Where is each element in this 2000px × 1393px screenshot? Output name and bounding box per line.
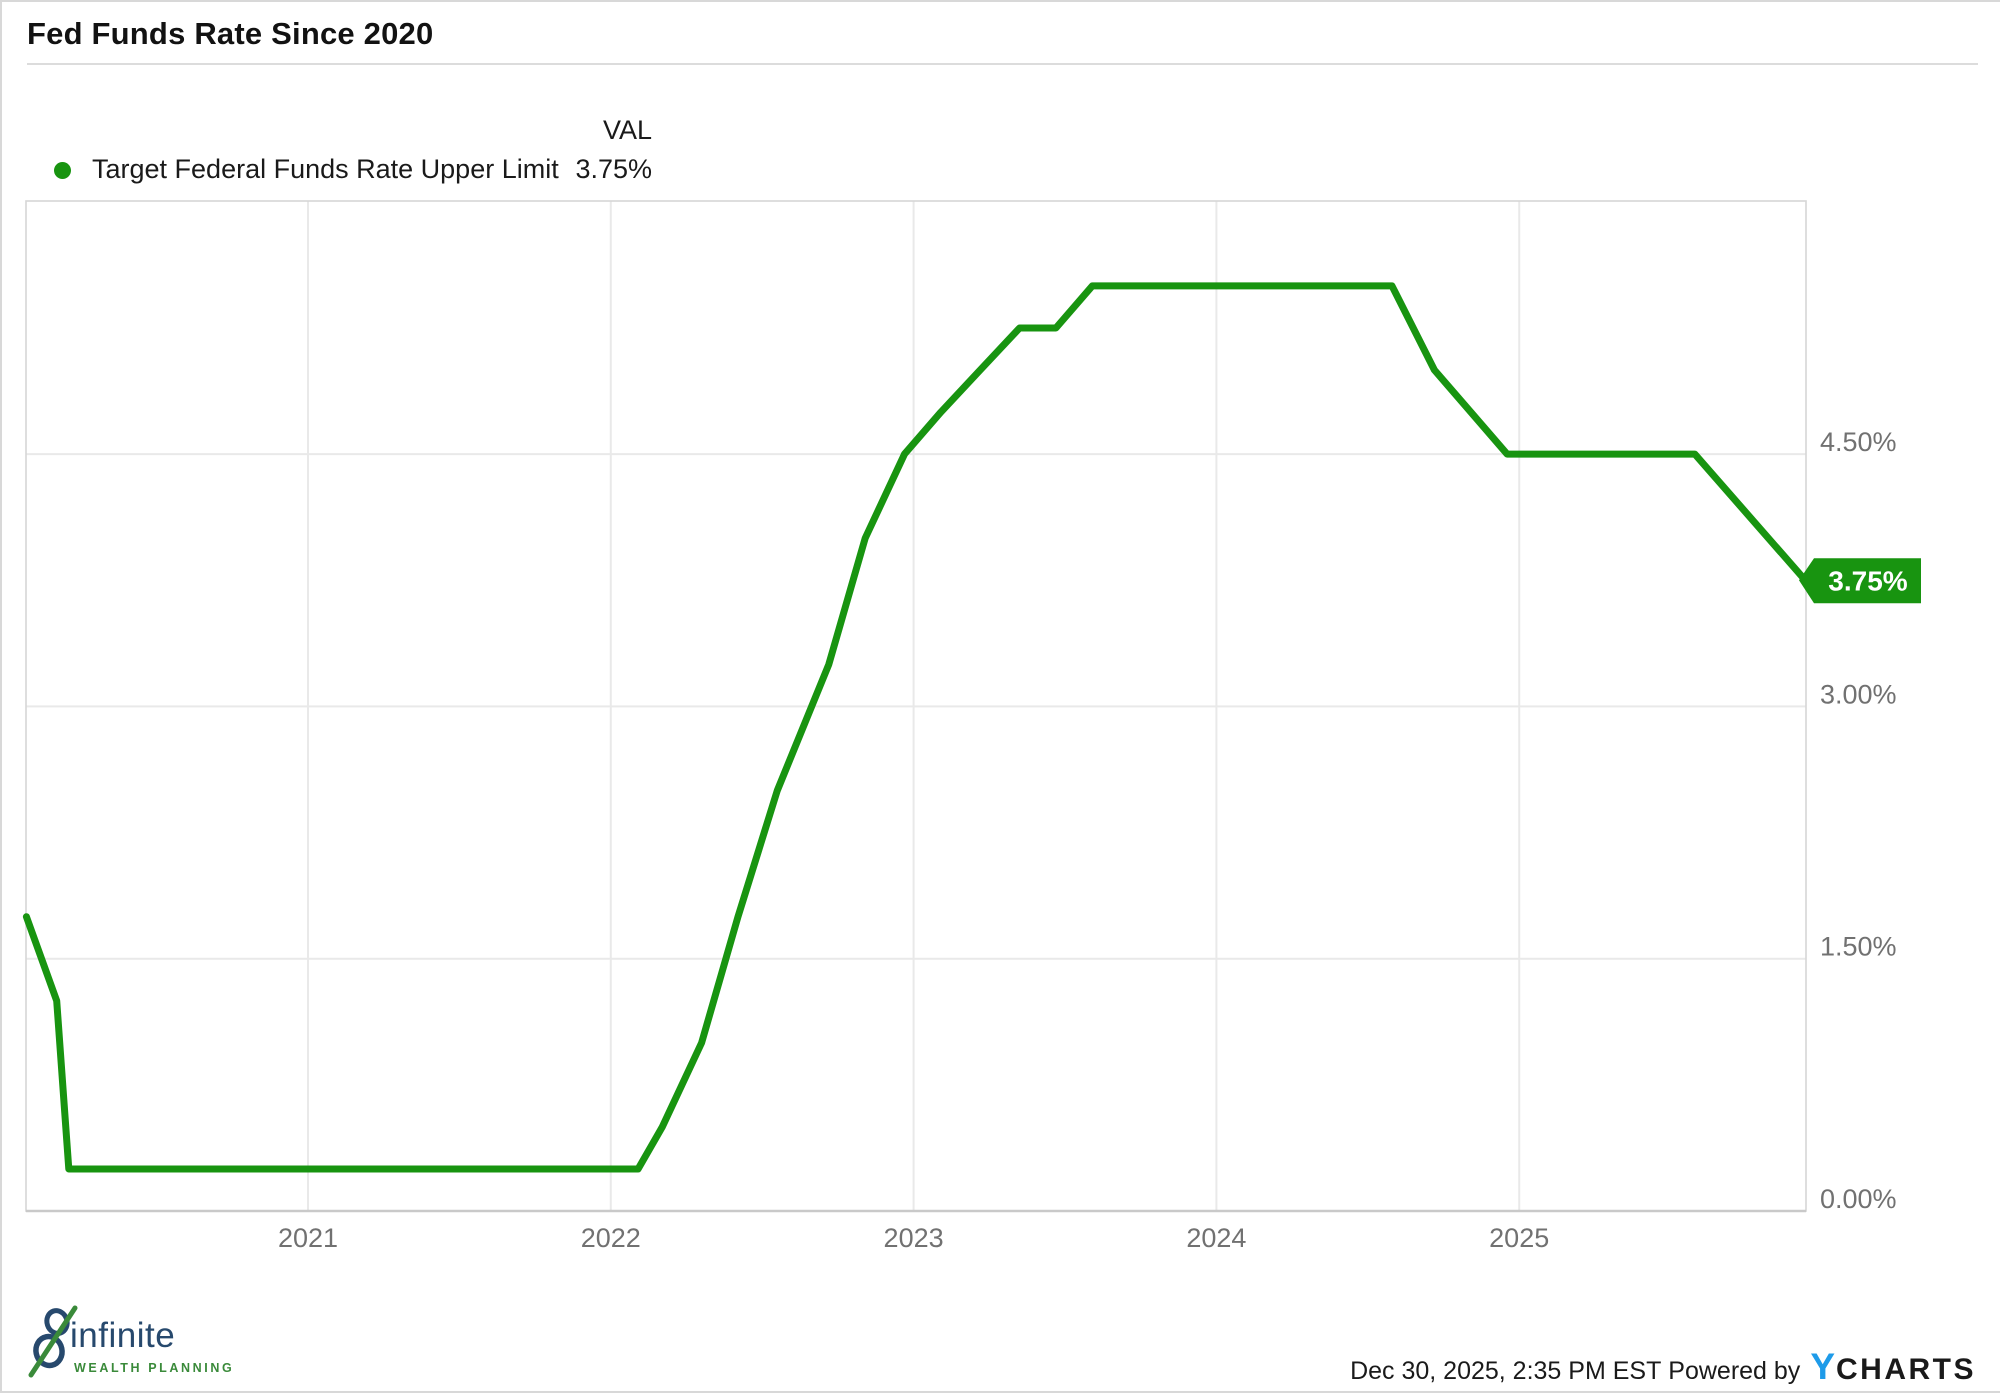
- x-axis-label-2023: 2023: [884, 1223, 944, 1253]
- timestamp: Dec 30, 2025, 2:35 PM EST: [1350, 1357, 1662, 1385]
- y-axis-label-0.00%: 0.00%: [1820, 1184, 1897, 1214]
- series-legend-dot-icon: [54, 162, 71, 179]
- page-title: Fed Funds Rate Since 2020: [27, 16, 434, 51]
- y-axis-label-4.50%: 4.50%: [1820, 427, 1897, 457]
- y-axis-label-3.00%: 3.00%: [1820, 679, 1897, 709]
- ycharts-y-glyph: Y: [1810, 1346, 1836, 1387]
- brand-name: infinite: [70, 1316, 176, 1355]
- attribution-bar: Dec 30, 2025, 2:35 PM EST Powered by YCH…: [1350, 1346, 1976, 1388]
- brand-subtitle: WEALTH PLANNING: [74, 1361, 235, 1375]
- series-legend-label: Target Federal Funds Rate Upper Limit: [92, 154, 559, 184]
- x-axis-label-2024: 2024: [1186, 1223, 1246, 1253]
- infinite-dollar-icon: [28, 1305, 78, 1378]
- val-current-value: 3.75%: [575, 154, 652, 184]
- x-axis-label-2025: 2025: [1489, 1223, 1549, 1253]
- title-divider: [27, 63, 1978, 65]
- current-value-badge: [1799, 558, 1921, 604]
- x-axis-label-2021: 2021: [278, 1223, 338, 1253]
- infinite-wealth-planning-logo: infinite WEALTH PLANNING: [28, 1302, 348, 1382]
- x-axis-label-2022: 2022: [581, 1223, 641, 1253]
- ycharts-logo: YCHARTS: [1810, 1346, 1976, 1388]
- current-value-badge-label: 3.75%: [1828, 565, 1907, 596]
- val-column-header: VAL: [602, 115, 652, 145]
- rate-line: [22, 282, 1809, 1173]
- y-axis-label-1.50%: 1.50%: [1820, 932, 1897, 962]
- powered-by-label: Powered by: [1661, 1357, 1801, 1385]
- ycharts-wordmark: CHARTS: [1836, 1353, 1976, 1386]
